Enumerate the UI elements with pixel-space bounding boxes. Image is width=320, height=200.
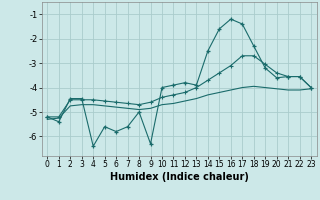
X-axis label: Humidex (Indice chaleur): Humidex (Indice chaleur): [110, 172, 249, 182]
